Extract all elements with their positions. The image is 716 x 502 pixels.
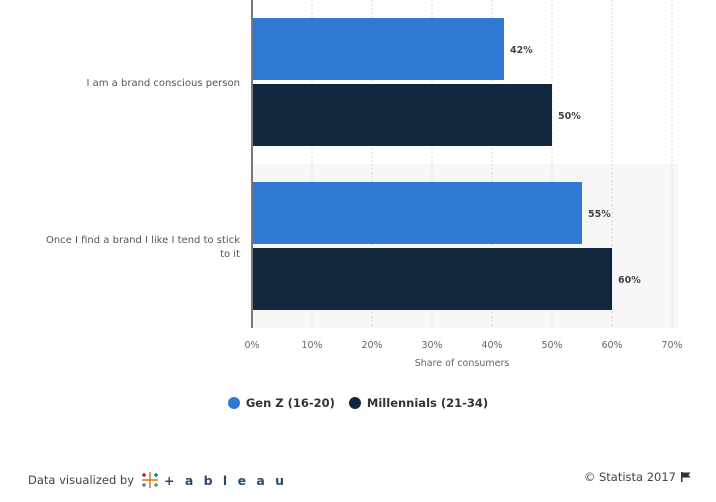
flag-icon[interactable] <box>680 471 692 483</box>
bar-1-1[interactable] <box>253 248 612 310</box>
x-tick-label-2: 20% <box>361 340 382 351</box>
category-label-0: I am a brand conscious person <box>87 78 241 89</box>
legend-item-gen-z[interactable]: Gen Z (16-20) <box>227 396 335 410</box>
copyright-text: © Statista 2017 <box>583 470 676 484</box>
bar-0-1[interactable] <box>253 182 582 244</box>
x-tick-label-6: 60% <box>601 340 622 351</box>
legend: Gen Z (16-20) Millennials (21-34) <box>0 396 716 410</box>
data-label-0-0: 42% <box>510 45 533 56</box>
statista-copyright[interactable]: © Statista 2017 <box>584 470 692 484</box>
legend-label-millennials: Millennials (21-34) <box>366 396 489 410</box>
x-tick-label-4: 40% <box>481 340 502 351</box>
legend-dot-millennials <box>348 397 361 409</box>
credit-text: Data visualized by <box>28 473 135 487</box>
x-tick-label-5: 50% <box>541 340 562 351</box>
x-axis-title: Share of consumers <box>415 358 510 369</box>
legend-label-gen-z: Gen Z (16-20) <box>245 396 335 410</box>
tableau-logo: + a b l e a u <box>140 470 287 490</box>
x-tick-label-7: 70% <box>661 340 682 351</box>
bar-chart: 0% 10% 20% 30% 40% 50% 60% 70% Share of consumer… <box>46 0 683 369</box>
x-tick-label-1: 10% <box>301 340 322 351</box>
x-tick-label-0: 0% <box>244 340 259 351</box>
bar-0-0[interactable] <box>253 18 504 80</box>
bar-1-0[interactable] <box>253 84 552 146</box>
tableau-wordmark: + a b l e a u <box>164 472 288 488</box>
tableau-credit[interactable]: Data visualized by + a b l e a u <box>28 470 287 490</box>
tableau-cross-icon <box>142 472 159 488</box>
legend-dot-gen-z <box>227 397 240 409</box>
data-label-1-1: 60% <box>618 275 641 286</box>
legend-item-millennials[interactable]: Millennials (21-34) <box>348 396 489 410</box>
x-tick-label-3: 30% <box>421 340 442 351</box>
category-label-1: Once I find a brand I like I tend to sti… <box>46 235 240 260</box>
data-label-0-1: 55% <box>588 209 611 220</box>
data-label-1-0: 50% <box>558 111 581 122</box>
